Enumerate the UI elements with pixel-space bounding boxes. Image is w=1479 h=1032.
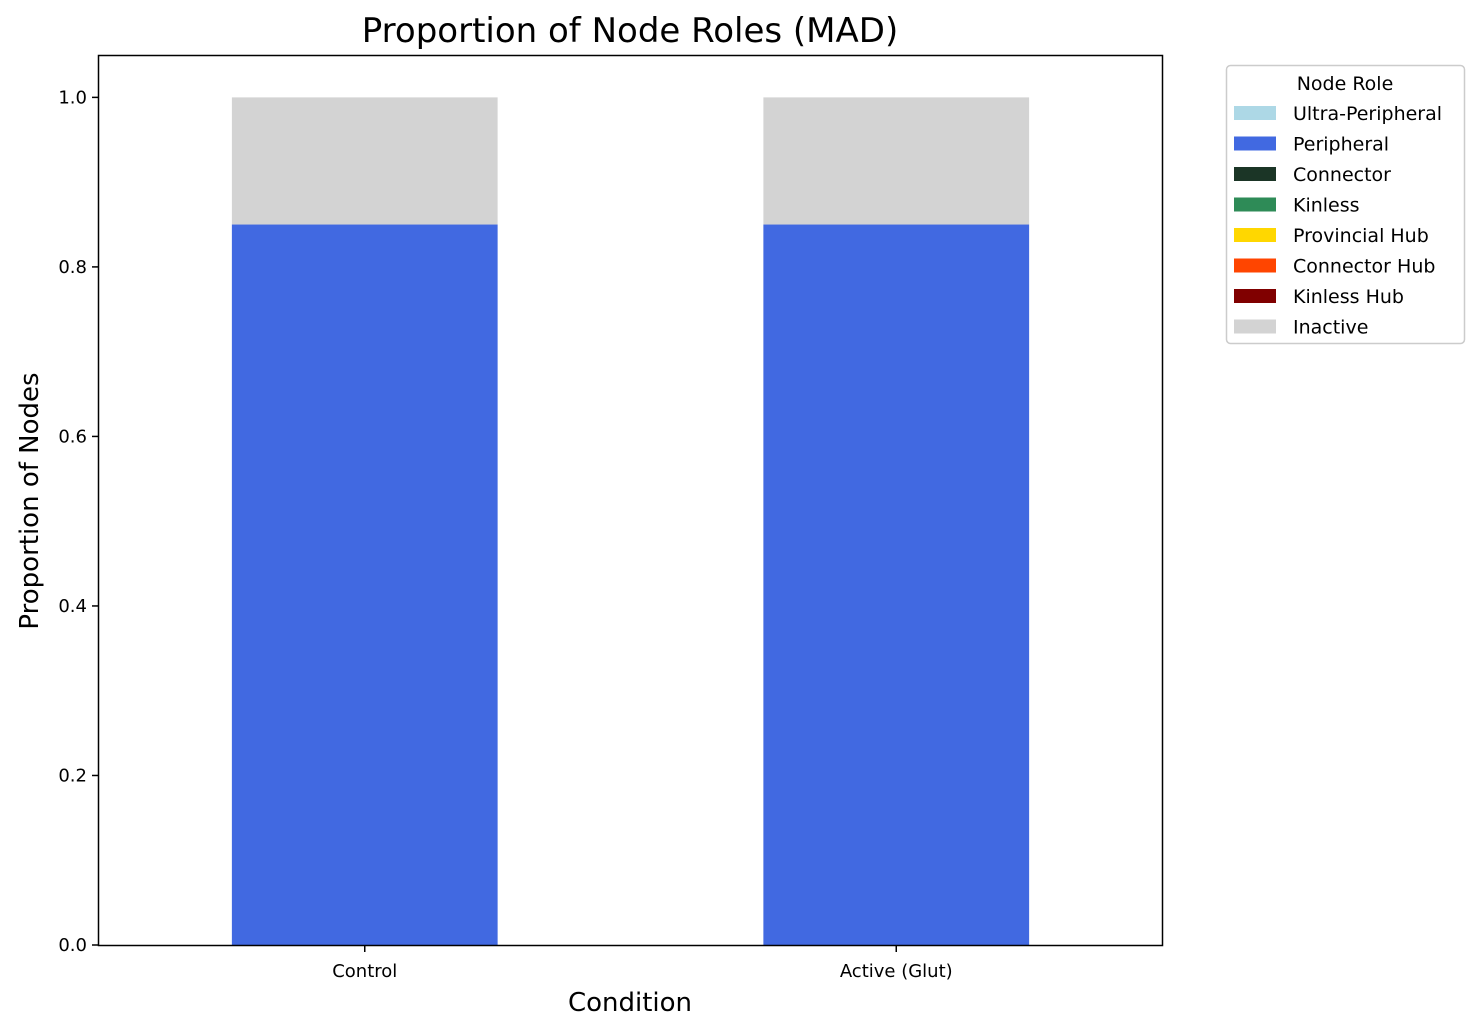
legend-swatch bbox=[1234, 136, 1276, 151]
legend-label: Ultra-Peripheral bbox=[1293, 103, 1442, 125]
y-tick-label: 0.2 bbox=[58, 765, 87, 786]
bar-inactive-control bbox=[231, 97, 498, 225]
y-tick-label: 0.0 bbox=[58, 935, 87, 956]
x-axis-label: Condition bbox=[568, 988, 692, 1018]
x-tick-label: Active (Glut) bbox=[840, 961, 953, 982]
y-tick-label: 1.0 bbox=[58, 87, 87, 108]
bar-inactive-active-glut- bbox=[763, 97, 1030, 225]
y-tick-label: 0.8 bbox=[58, 257, 87, 278]
legend-frame bbox=[1225, 64, 1466, 345]
legend-swatch bbox=[1234, 197, 1276, 212]
y-tick-label: 0.4 bbox=[58, 596, 87, 617]
legend-items: Ultra-Peripheral Peripheral Connector Kinle… bbox=[1234, 103, 1442, 339]
legend-label: Provincial Hub bbox=[1293, 225, 1429, 247]
legend-swatch bbox=[1234, 106, 1276, 120]
legend-swatch bbox=[1234, 167, 1276, 181]
legend-label: Connector Hub bbox=[1293, 256, 1435, 278]
bar-peripheral-control bbox=[231, 224, 498, 945]
legend-swatch bbox=[1234, 289, 1276, 303]
y-tick-label: 0.6 bbox=[58, 426, 87, 447]
legend: Node Role Ultra-Peripheral Peripheral Conn… bbox=[1225, 64, 1466, 345]
plot-frame bbox=[97, 54, 1164, 947]
bar-peripheral-active-glut- bbox=[763, 224, 1030, 945]
legend-swatch bbox=[1234, 228, 1276, 242]
legend-label: Inactive bbox=[1293, 317, 1368, 339]
y-axis: 0.0 0.2 0.4 0.6 0.8 1.0 bbox=[58, 87, 99, 956]
legend-swatch bbox=[1234, 258, 1276, 273]
legend-swatch bbox=[1234, 319, 1276, 334]
legend-label: Kinless Hub bbox=[1293, 286, 1404, 308]
x-axis: Control Active (Glut) bbox=[332, 945, 953, 982]
legend-label: Connector bbox=[1293, 164, 1391, 186]
legend-label: Kinless bbox=[1293, 195, 1360, 217]
chart-title: Proportion of Node Roles (MAD) bbox=[362, 11, 898, 51]
y-axis-label: Proportion of Nodes bbox=[15, 372, 45, 629]
x-tick-label: Control bbox=[332, 961, 397, 982]
bars-group bbox=[231, 97, 1030, 945]
legend-label: Peripheral bbox=[1293, 134, 1389, 156]
legend-title: Node Role bbox=[1297, 73, 1394, 95]
